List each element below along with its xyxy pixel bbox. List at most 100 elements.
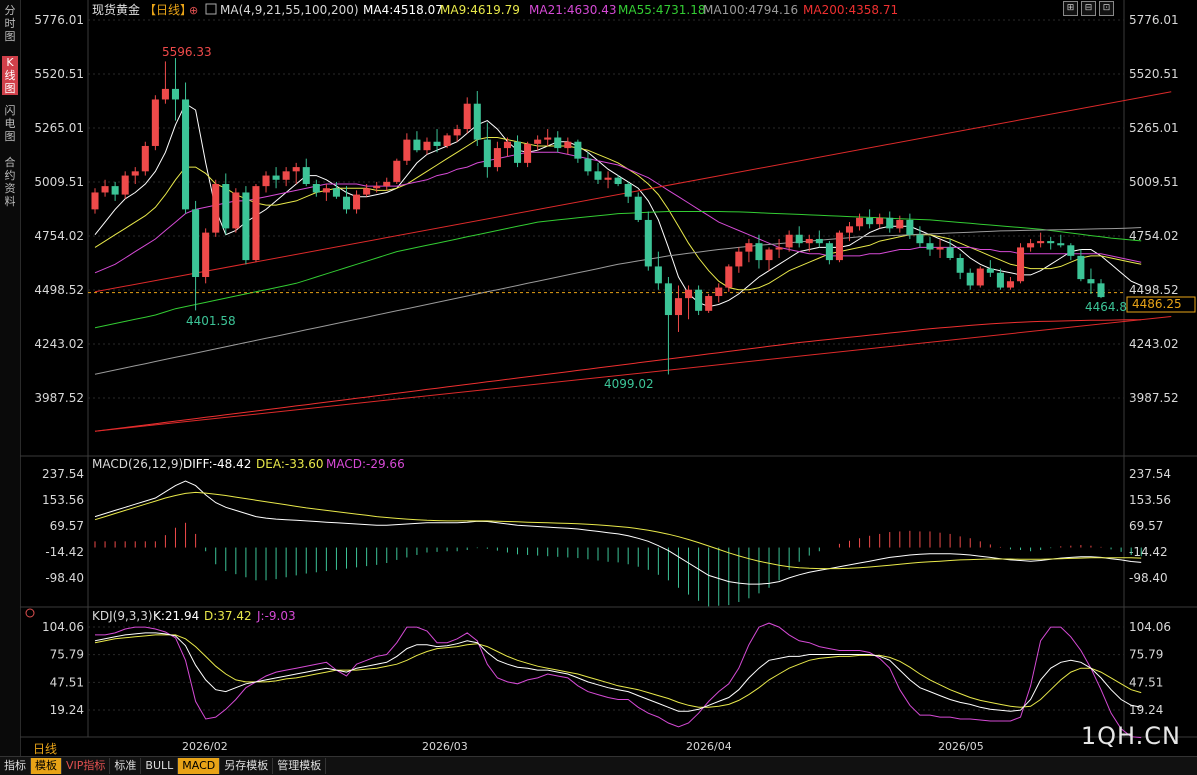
sidebar-tab-flash[interactable]: 闪电图 xyxy=(4,104,16,143)
kdj-j-line xyxy=(95,622,1142,739)
candle-body xyxy=(1047,241,1055,244)
macd-tick-right: 153.56 xyxy=(1129,493,1171,507)
candle-body xyxy=(825,243,833,261)
candle xyxy=(1057,234,1065,248)
sidebar-tab-contract-info[interactable]: 合约资料 xyxy=(4,156,16,208)
sidebar-tab-timeshare[interactable]: 分时图 xyxy=(4,4,16,43)
candle-body xyxy=(101,186,109,193)
zoom-in-icon[interactable]: ⊟ xyxy=(1081,1,1096,16)
kdj-k-line xyxy=(94,632,1142,712)
bottom-tab-manage-template[interactable]: 管理模板 xyxy=(273,758,327,774)
candle-body xyxy=(886,217,894,229)
candle xyxy=(624,181,632,204)
x-tick-label: 2026/02 xyxy=(182,740,228,753)
trend-lines xyxy=(88,91,1172,432)
candle xyxy=(956,253,964,280)
low-feb-annotation: 4401.58 xyxy=(186,314,236,328)
candle-body xyxy=(805,238,813,244)
kdj-k: K:21.94 xyxy=(153,609,199,623)
candle-body xyxy=(554,137,562,149)
candle-body xyxy=(845,226,854,233)
x-axis: 2026/02 2026/03 2026/04 2026/05 xyxy=(182,740,984,753)
candle xyxy=(363,184,371,197)
price-axis: 5776.01 5776.01 5520.51 5520.51 5265.01 5265.… xyxy=(34,13,1178,405)
macd-value: MACD:-29.66 xyxy=(326,457,405,471)
bottom-tab-save-template[interactable]: 另存模板 xyxy=(220,758,274,774)
kdj-title: KDJ(9,3,3) xyxy=(92,609,153,623)
candle-body xyxy=(584,158,592,172)
ma-legend-item: MA4:4518.07 xyxy=(363,3,443,17)
candle xyxy=(232,188,240,233)
candle-body xyxy=(503,141,511,149)
candle-body xyxy=(644,219,652,267)
candle xyxy=(272,167,280,189)
candle-body xyxy=(906,219,914,235)
candle xyxy=(544,129,552,146)
macd-diff: DIFF:-48.42 xyxy=(183,457,251,471)
candle xyxy=(413,131,421,153)
candle xyxy=(735,247,743,273)
ma-toggle-icon[interactable] xyxy=(205,3,217,15)
candle-body xyxy=(574,141,582,159)
macd-panel: 237.54 237.54 153.56 153.56 69.57 69.57 -14.42… xyxy=(42,467,1171,607)
candle-body xyxy=(433,141,441,146)
sidebar-tab-kline[interactable]: K线图 xyxy=(2,56,18,95)
candle xyxy=(584,152,592,176)
zoom-fit-icon[interactable]: ⊞ xyxy=(1063,1,1078,16)
price-tick-left: 4754.02 xyxy=(34,229,84,243)
candle xyxy=(856,213,864,231)
macd-tick-right: -98.40 xyxy=(1129,571,1168,585)
current-price-text: 4486.25 xyxy=(1132,297,1182,311)
candle xyxy=(192,200,200,311)
price-tick-right: 5520.51 xyxy=(1129,67,1179,81)
candle-body xyxy=(835,232,843,261)
bottom-tab-indicator[interactable]: 指标 xyxy=(0,758,31,774)
candle xyxy=(554,131,562,153)
ma-line-ma100 xyxy=(94,227,1142,375)
candle xyxy=(866,209,874,229)
candle xyxy=(463,97,471,134)
candle xyxy=(242,186,250,265)
candle xyxy=(322,184,330,201)
macd-tick-left: -14.42 xyxy=(45,545,84,559)
candle xyxy=(493,141,501,172)
kdj-settings-icon[interactable] xyxy=(25,608,35,618)
candle-body xyxy=(604,177,612,180)
candle-body xyxy=(322,188,330,193)
candle-body xyxy=(312,184,320,193)
candle-body xyxy=(1097,283,1105,298)
candle-body xyxy=(483,139,491,168)
bottom-tab-template[interactable]: 模板 xyxy=(31,758,62,774)
zoom-out-icon[interactable]: ⊡ xyxy=(1099,1,1114,16)
candle xyxy=(725,264,733,292)
bottom-tab-vip-indicator[interactable]: VIP指标 xyxy=(62,758,111,774)
candle-body xyxy=(876,217,884,225)
candle xyxy=(131,167,139,185)
candle xyxy=(654,251,662,290)
candle-body xyxy=(695,289,703,311)
candle xyxy=(966,268,974,290)
candle xyxy=(503,137,511,157)
candle xyxy=(825,241,833,265)
candle-body xyxy=(171,88,180,100)
candle-body xyxy=(896,219,904,229)
bottom-tab-bull[interactable]: BULL xyxy=(141,758,179,774)
bottom-toolbar: 指标 模板 VIP指标 标准 BULL MACD 另存模板 管理模板 xyxy=(0,756,1197,775)
candle-body xyxy=(161,88,169,100)
bottom-tab-standard[interactable]: 标准 xyxy=(110,758,142,774)
macd-title: MACD(26,12,9) xyxy=(92,457,183,471)
settings-icon[interactable]: ⊕ xyxy=(189,4,198,17)
candle-body xyxy=(202,232,210,278)
chart-canvas[interactable]: 现货黄金 【日线】 ⊕ MA(4,9,21,55,100,200) MA4:45… xyxy=(0,0,1197,756)
bottom-tab-macd[interactable]: MACD xyxy=(178,758,221,774)
period-tab-daily[interactable]: 日线 xyxy=(33,742,58,756)
candle xyxy=(996,268,1004,290)
candle-body xyxy=(252,186,260,261)
ma-line-ma9 xyxy=(94,137,1142,291)
candle xyxy=(1047,236,1055,250)
candle xyxy=(1016,243,1025,284)
candle xyxy=(986,260,994,278)
price-tick-right: 4754.02 xyxy=(1129,229,1179,243)
candle-body xyxy=(866,217,874,225)
candle xyxy=(513,135,522,168)
